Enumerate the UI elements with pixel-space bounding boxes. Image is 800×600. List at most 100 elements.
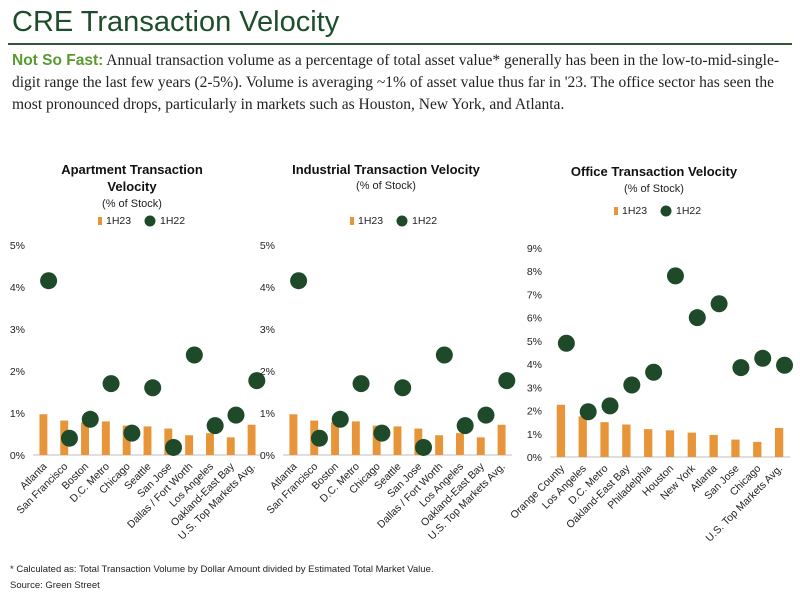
bar-1h23	[122, 425, 131, 455]
dot-1h22	[40, 272, 58, 290]
y-tick-label: 0%	[10, 450, 25, 462]
dot-1h22	[477, 406, 495, 424]
bar-1h23	[476, 437, 485, 455]
dot-1h22	[754, 349, 772, 367]
dot-1h22	[645, 363, 663, 381]
dot-1h22	[456, 417, 474, 435]
bar-1h23	[687, 432, 696, 457]
bar-1h23	[393, 426, 402, 455]
y-tick-label: 9%	[527, 243, 542, 255]
y-tick-label: 1%	[527, 429, 542, 441]
chart-subtitle: (% of Stock)	[102, 198, 162, 210]
bar-1h23	[143, 426, 152, 455]
y-tick-label: 5%	[260, 240, 275, 252]
legend-bar-swatch	[98, 217, 102, 225]
dot-1h22	[623, 376, 641, 394]
dot-1h22	[557, 334, 575, 352]
legend-label-1h22: 1H22	[160, 215, 185, 227]
y-tick-label: 1%	[260, 408, 275, 420]
legend-dot-swatch	[396, 215, 408, 227]
bar-1h23	[455, 433, 464, 455]
bar-1h23	[435, 435, 444, 455]
bar-1h23	[39, 414, 48, 455]
y-tick-label: 8%	[527, 266, 542, 278]
chart-title-line-0: Industrial Transaction Velocity	[292, 162, 481, 177]
dot-1h22	[290, 272, 308, 290]
chart-subtitle: (% of Stock)	[356, 180, 416, 192]
bar-1h23	[205, 433, 214, 455]
y-tick-label: 3%	[260, 324, 275, 336]
source-note: Source: Green Street	[10, 580, 100, 591]
dot-1h22	[373, 424, 391, 442]
dot-1h22	[248, 372, 266, 390]
legend-label-1h22: 1H22	[676, 205, 701, 217]
dot-1h22	[601, 397, 619, 415]
dot-1h22	[435, 346, 453, 364]
bar-1h23	[226, 437, 235, 455]
dot-1h22	[144, 379, 162, 397]
intro-lead: Not So Fast:	[12, 52, 104, 69]
bar-1h23	[81, 422, 90, 455]
dot-1h22	[310, 429, 328, 447]
dot-1h22	[732, 359, 750, 377]
intro-body: Annual transaction volume as a percentag…	[12, 52, 780, 113]
bar-1h23	[731, 439, 740, 457]
bar-1h23	[185, 435, 194, 455]
y-tick-label: 6%	[527, 313, 542, 325]
bar-1h23	[644, 429, 653, 457]
dot-1h22	[227, 406, 245, 424]
dot-1h22	[206, 417, 224, 435]
dot-1h22	[666, 267, 684, 285]
y-tick-label: 5%	[527, 336, 542, 348]
bar-1h23	[578, 416, 587, 457]
dot-1h22	[394, 379, 412, 397]
bar-1h23	[600, 422, 609, 457]
footnote: * Calculated as: Total Transaction Volum…	[10, 564, 434, 575]
bar-1h23	[247, 424, 256, 455]
bar-1h23	[556, 404, 566, 457]
dot-1h22	[688, 309, 706, 327]
dot-1h22	[776, 356, 794, 374]
intro-paragraph: Not So Fast: Annual transaction volume a…	[12, 50, 792, 116]
chart-title-line-0: Office Transaction Velocity	[571, 164, 738, 179]
y-tick-label: 4%	[260, 282, 275, 294]
y-tick-label: 3%	[527, 382, 542, 394]
dot-1h22	[415, 438, 433, 456]
legend-dot-swatch	[660, 205, 672, 217]
dot-1h22	[579, 403, 597, 421]
legend-label-1h23: 1H23	[622, 205, 647, 217]
legend-dot-swatch	[144, 215, 156, 227]
y-tick-label: 2%	[527, 406, 542, 418]
chart-title-line-1: Velocity	[107, 179, 157, 194]
legend-bar-swatch	[350, 217, 354, 225]
bar-1h23	[753, 441, 762, 457]
bar-1h23	[665, 430, 675, 457]
chart-title-line-0: Apartment Transaction	[61, 162, 203, 177]
bar-1h23	[351, 421, 360, 455]
y-tick-label: 2%	[10, 366, 25, 378]
legend-label-1h22: 1H22	[412, 215, 437, 227]
bar-1h23	[372, 425, 381, 455]
y-tick-label: 0%	[260, 450, 275, 462]
dot-1h22	[498, 372, 516, 390]
y-tick-label: 1%	[10, 408, 25, 420]
bar-1h23	[497, 424, 506, 455]
dot-1h22	[81, 410, 99, 428]
legend-label-1h23: 1H23	[358, 215, 383, 227]
dot-1h22	[102, 375, 120, 393]
dot-1h22	[123, 424, 141, 442]
y-tick-label: 3%	[10, 324, 25, 336]
y-tick-label: 0%	[527, 452, 542, 464]
bar-1h23	[774, 427, 784, 457]
bar-1h23	[622, 424, 631, 457]
bar-1h23	[709, 434, 718, 457]
y-tick-label: 2%	[260, 366, 275, 378]
y-tick-label: 5%	[10, 240, 25, 252]
bar-1h23	[289, 414, 298, 455]
dot-1h22	[710, 295, 728, 313]
dot-1h22	[352, 375, 370, 393]
dot-1h22	[165, 438, 183, 456]
